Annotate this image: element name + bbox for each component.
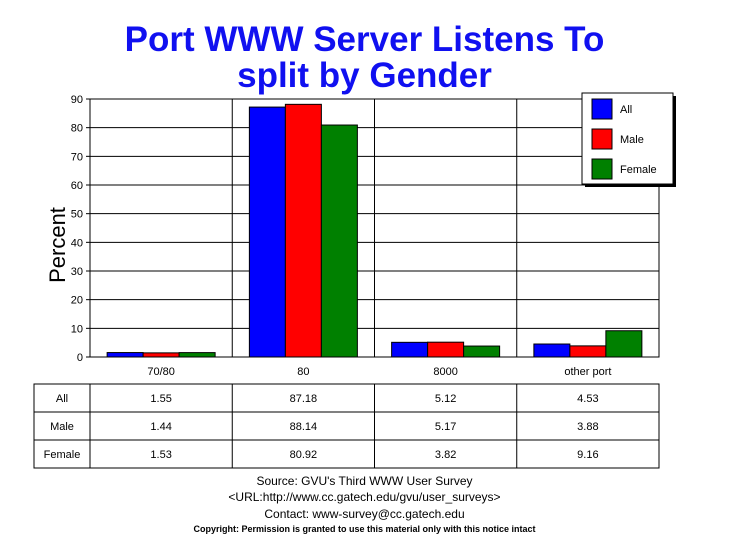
table-value: 88.14 bbox=[290, 421, 318, 433]
data-table-frame bbox=[33, 383, 660, 469]
category-label: 70/80 bbox=[147, 366, 175, 378]
table-value: 9.16 bbox=[577, 449, 598, 461]
bar-female bbox=[320, 124, 358, 358]
bar-all bbox=[106, 352, 144, 358]
category-label: other port bbox=[564, 366, 611, 378]
y-tick-label: 70 bbox=[71, 151, 83, 163]
bar-all bbox=[391, 341, 429, 358]
table-row-label: Female bbox=[44, 449, 81, 461]
legend-label: Male bbox=[620, 134, 644, 146]
legend-swatch-all bbox=[591, 98, 613, 120]
table-row-label: All bbox=[56, 393, 68, 405]
y-tick-label: 20 bbox=[71, 295, 83, 307]
y-tick-label: 10 bbox=[71, 323, 83, 335]
table-value: 1.44 bbox=[150, 421, 171, 433]
bar-male bbox=[284, 103, 322, 358]
chart-title-line-1: Port WWW Server Listens To bbox=[124, 20, 605, 59]
legend-label: All bbox=[620, 104, 632, 116]
plot-frame bbox=[89, 98, 660, 358]
legend-swatch-female bbox=[591, 158, 613, 180]
footer-url: <URL:http://www.cc.gatech.edu/gvu/user_s… bbox=[228, 490, 501, 504]
table-value: 1.55 bbox=[150, 393, 171, 405]
legend-label: Female bbox=[620, 164, 657, 176]
legend-swatch-male bbox=[591, 128, 613, 150]
y-tick-label: 90 bbox=[71, 94, 83, 106]
chart-title-line-2: split by Gender bbox=[237, 56, 492, 95]
table-row-label: Male bbox=[50, 421, 74, 433]
table-value: 3.82 bbox=[435, 449, 456, 461]
table-value: 5.17 bbox=[435, 421, 456, 433]
y-tick-label: 40 bbox=[71, 237, 83, 249]
bar-all bbox=[248, 106, 286, 358]
bar-female bbox=[605, 330, 643, 358]
y-tick-label: 80 bbox=[71, 123, 83, 135]
table-value: 5.12 bbox=[435, 393, 456, 405]
bar-all bbox=[533, 343, 571, 358]
y-tick-label: 50 bbox=[71, 209, 83, 221]
bar-male bbox=[427, 341, 465, 358]
table-value: 87.18 bbox=[290, 393, 318, 405]
table-value: 1.53 bbox=[150, 449, 171, 461]
bar-male bbox=[569, 345, 607, 358]
footer-contact: Contact: www-survey@cc.gatech.edu bbox=[264, 507, 465, 521]
table-value: 4.53 bbox=[577, 393, 598, 405]
table-value: 80.92 bbox=[290, 449, 318, 461]
category-label: 80 bbox=[297, 366, 309, 378]
y-tick-label: 0 bbox=[77, 352, 83, 364]
bar-female bbox=[178, 352, 216, 358]
y-tick-label: 60 bbox=[71, 180, 83, 192]
y-tick-label: 30 bbox=[71, 266, 83, 278]
footer-copyright: Copyright: Permission is granted to use … bbox=[193, 524, 536, 534]
table-value: 3.88 bbox=[577, 421, 598, 433]
category-label: 8000 bbox=[433, 366, 457, 378]
bar-female bbox=[463, 345, 501, 358]
bar-male bbox=[142, 352, 180, 358]
footer-source: Source: GVU's Third WWW User Survey bbox=[256, 474, 473, 488]
